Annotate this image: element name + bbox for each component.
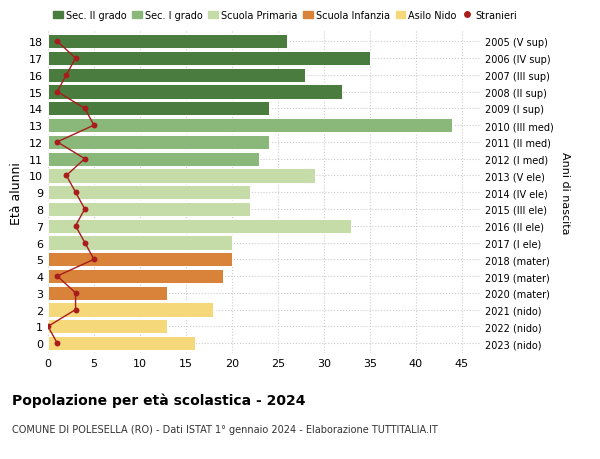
Point <box>52 139 62 146</box>
Bar <box>48 236 232 250</box>
Bar <box>48 286 167 300</box>
Y-axis label: Anni di nascita: Anni di nascita <box>560 151 570 234</box>
Point <box>89 122 99 129</box>
Bar <box>48 336 195 351</box>
Bar <box>48 35 287 49</box>
Point <box>80 106 89 113</box>
Legend: Sec. II grado, Sec. I grado, Scuola Primaria, Scuola Infanzia, Asilo Nido, Stran: Sec. II grado, Sec. I grado, Scuola Prim… <box>53 11 517 21</box>
Point <box>52 340 62 347</box>
Point <box>80 239 89 246</box>
Y-axis label: Età alunni: Età alunni <box>10 162 23 224</box>
Point <box>71 55 80 62</box>
Bar <box>48 102 269 116</box>
Point <box>52 39 62 46</box>
Bar <box>48 219 352 233</box>
Text: COMUNE DI POLESELLA (RO) - Dati ISTAT 1° gennaio 2024 - Elaborazione TUTTITALIA.: COMUNE DI POLESELLA (RO) - Dati ISTAT 1°… <box>12 425 438 435</box>
Point <box>80 206 89 213</box>
Point <box>71 189 80 196</box>
Point <box>52 89 62 96</box>
Bar <box>48 68 305 83</box>
Point <box>71 306 80 313</box>
Bar <box>48 169 314 183</box>
Bar <box>48 186 250 200</box>
Point <box>62 72 71 79</box>
Bar <box>48 202 250 217</box>
Bar <box>48 252 232 267</box>
Bar <box>48 152 259 167</box>
Bar <box>48 85 342 100</box>
Point <box>52 273 62 280</box>
Bar <box>48 319 167 334</box>
Text: Popolazione per età scolastica - 2024: Popolazione per età scolastica - 2024 <box>12 392 305 407</box>
Bar <box>48 135 269 150</box>
Point <box>71 290 80 297</box>
Bar <box>48 303 214 317</box>
Point <box>43 323 53 330</box>
Point <box>71 223 80 230</box>
Point <box>62 173 71 180</box>
Point <box>89 256 99 263</box>
Bar <box>48 119 452 133</box>
Point <box>80 156 89 163</box>
Bar <box>48 52 370 66</box>
Bar <box>48 269 223 284</box>
